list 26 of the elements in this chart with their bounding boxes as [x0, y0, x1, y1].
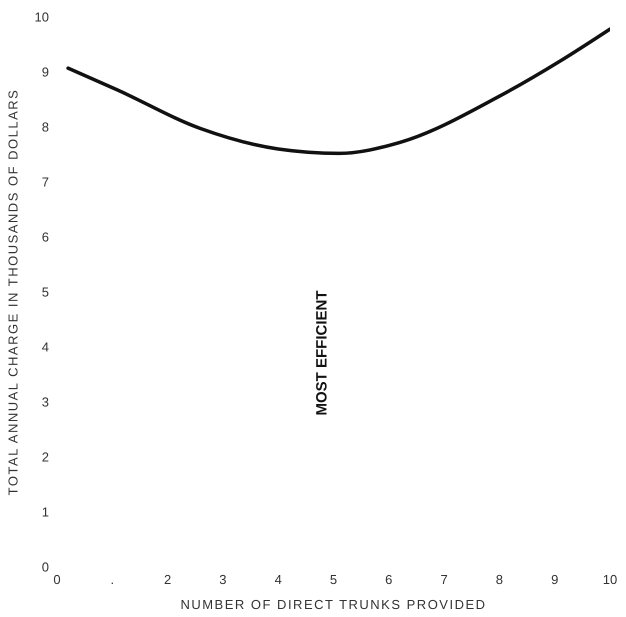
x-tick-label: 10 [602, 572, 618, 588]
line-series [66, 27, 610, 156]
x-tick-label: 6 [385, 572, 392, 588]
y-tick-label: 2 [42, 450, 49, 465]
x-tick-label: . [110, 572, 114, 588]
y-tick-label: 9 [42, 64, 49, 80]
x-tick-label: 3 [219, 572, 227, 588]
y-tick-label: 3 [42, 394, 49, 410]
y-tick-label: 1 [42, 504, 49, 520]
y-tick-label: 0 [42, 560, 49, 575]
x-tick-label: 8 [496, 572, 504, 588]
y-tick-label: 5 [42, 284, 49, 300]
annotation: MOST EFFICIENT [314, 290, 330, 416]
x-axis-title: NUMBER OF DIRECT TRUNKS PROVIDED [180, 597, 487, 612]
x-tick-label: 5 [330, 572, 338, 588]
y-tick-label: 4 [42, 340, 49, 355]
x-tick-label: 9 [551, 572, 558, 588]
x-tick-label: 4 [274, 572, 282, 588]
y-tick-label: 8 [42, 120, 49, 135]
y-tick-label: 10 [34, 10, 49, 25]
x-tick-label: 2 [164, 572, 172, 588]
y-tick-label: 7 [42, 174, 49, 190]
y-axis-title: TOTAL ANNUAL CHARGE IN THOUSANDS OF DOLLARS [6, 88, 21, 496]
x-tick-label: 0 [53, 572, 61, 588]
y-tick-label: 6 [42, 230, 49, 245]
x-tick-label: 7 [440, 572, 448, 588]
